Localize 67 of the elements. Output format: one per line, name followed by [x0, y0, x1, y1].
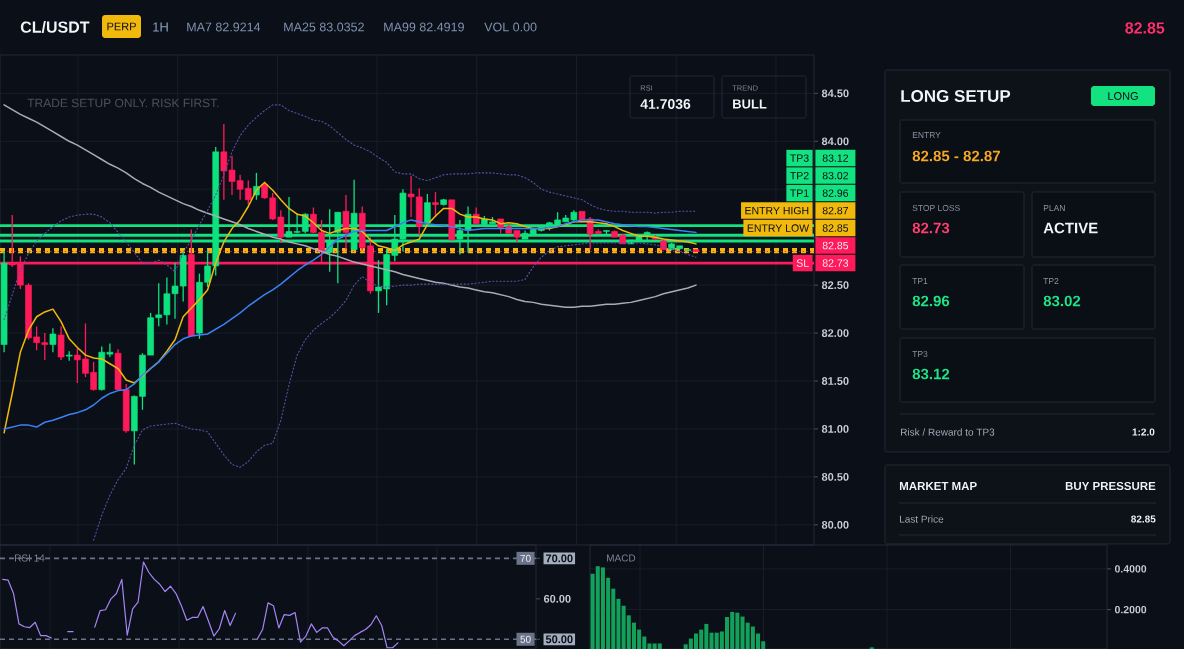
text: STOP LOSS: [912, 204, 960, 211]
y-tick-label: 84.50: [821, 89, 849, 98]
text: 1H: [153, 22, 168, 32]
text: 1:2.0: [1132, 428, 1155, 436]
chart-title: CL/USDT: [20, 21, 90, 33]
y-tick-label: 70.00: [546, 554, 573, 563]
text: LONG SETUP: [901, 89, 1011, 103]
text: 82.96: [822, 189, 849, 197]
text: 83.12: [912, 368, 950, 380]
candlestick: [448, 199, 456, 241]
candlestick: [49, 327, 57, 353]
y-tick-label: 80.00: [821, 520, 849, 529]
text: MARKET MAP: [899, 482, 977, 490]
text: ACTIVE: [1043, 222, 1098, 234]
text: 82.85: [822, 241, 849, 250]
text: 82.87: [822, 206, 849, 215]
candlestick: [57, 325, 65, 361]
text: 82.85: [822, 224, 849, 232]
text: Last Price: [900, 515, 944, 523]
text: PLAN: [1043, 205, 1065, 211]
text: MA7 82.9214: [187, 22, 261, 32]
y-tick-label: 80.50: [821, 473, 849, 481]
annotation: BULL: [733, 99, 767, 109]
text: 82.73: [912, 222, 950, 234]
y-tick-label: 82.50: [821, 281, 849, 290]
y-tick-label: 50.00: [545, 635, 573, 644]
text: 82.85 - 82.87: [912, 150, 1000, 162]
text: LONG: [1108, 92, 1138, 100]
bar: [657, 643, 662, 649]
text: Risk / Reward to TP3: [901, 428, 995, 436]
text: MACD: [607, 554, 636, 562]
text: TP1: [912, 278, 928, 284]
legend-label: TP2: [790, 171, 809, 180]
text: 82.85: [1131, 515, 1156, 523]
annotation: TRADE SETUP ONLY. RISK FIRST.: [27, 98, 219, 108]
text: MA99 82.4919: [384, 22, 464, 32]
legend-label: TP1: [790, 189, 809, 197]
text: MA25 83.0352: [284, 22, 364, 32]
annotation: 41.7036: [640, 99, 691, 109]
text: ENTRY: [912, 132, 941, 138]
y-tick-label: 82.00: [821, 329, 849, 337]
legend-label: ENTRY LOW: [747, 224, 810, 232]
y-tick-label: 84.00: [821, 137, 849, 146]
y-tick-label: 81.50: [821, 377, 849, 385]
text: 83.02: [1043, 295, 1081, 307]
text: PERP: [107, 22, 136, 31]
y-tick-label: 81.00: [821, 425, 849, 433]
text: TP2: [1043, 278, 1059, 284]
legend-label: TP3: [790, 154, 809, 162]
text: 82.85: [1125, 22, 1165, 34]
candlestick: [41, 332, 49, 361]
y-tick-label: 60.00: [543, 594, 571, 603]
text: BUY PRESSURE: [1065, 481, 1156, 491]
ref-line-label: 50: [520, 635, 531, 643]
legend-label: ENTRY HIGH: [745, 206, 809, 215]
text: 83.02: [822, 171, 849, 180]
y-tick-label: 0.4000: [1114, 565, 1147, 573]
ref-line-label: SL: [796, 259, 809, 267]
text: TP3: [912, 350, 928, 357]
text: 82.73: [822, 259, 849, 267]
y-tick-label: 0.2000: [1114, 605, 1147, 614]
text: 82.96: [912, 295, 950, 307]
ref-line-label: 70: [520, 554, 531, 562]
bar: [693, 633, 699, 649]
text: 83.12: [822, 154, 849, 162]
text: VOL 0.00: [484, 22, 537, 32]
candlestick: [432, 191, 439, 218]
